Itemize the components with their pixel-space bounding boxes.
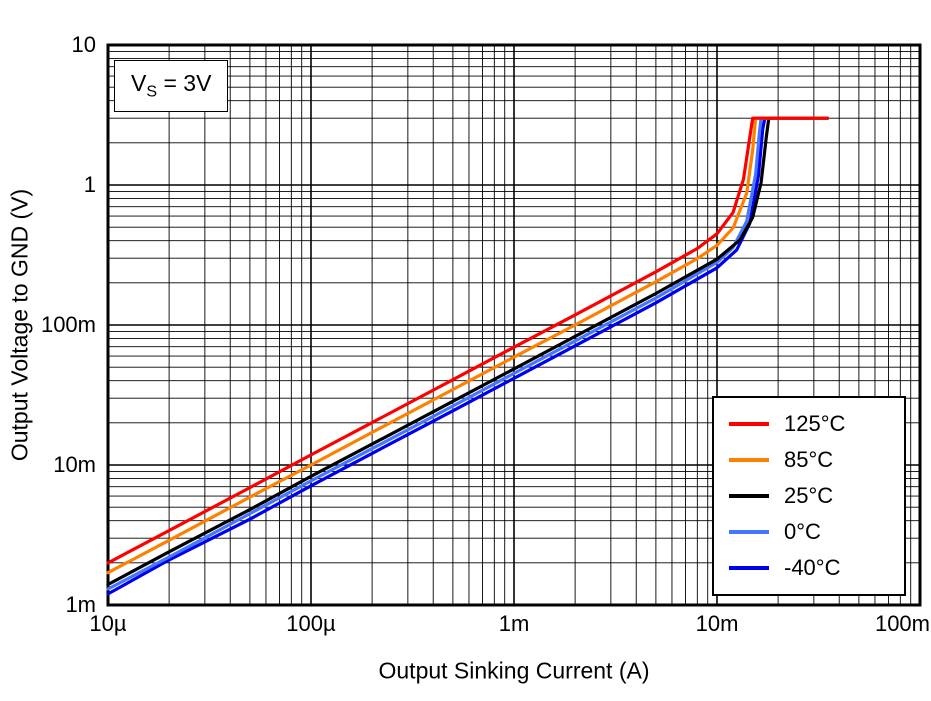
y-tick-label: 1m: [65, 592, 96, 617]
legend-swatch: [729, 458, 769, 462]
plot-border: [106, 43, 922, 607]
y-tick-label: 10m: [53, 452, 96, 477]
legend-label: 125°C: [784, 411, 846, 436]
legend-item: 0°C: [714, 514, 904, 550]
grid-major-lines: [108, 45, 920, 605]
y-tick-label: 10: [71, 32, 96, 57]
series-line-25°C: [106, 116, 829, 587]
x-tick-label: 100m: [874, 611, 930, 636]
y-tick-label: 1: [83, 172, 96, 197]
legend-label: 85°C: [784, 447, 834, 472]
legend-label: 25°C: [784, 483, 834, 508]
x-tick-label: 1m: [498, 611, 530, 636]
x-tick-label: 10m: [695, 611, 739, 636]
series-line-125°C: [106, 116, 829, 565]
legend-label: -40°C: [784, 555, 841, 580]
legend-swatch: [729, 530, 769, 534]
series-lines: [106, 116, 829, 596]
x-axis-title: Output Sinking Current (A): [378, 657, 650, 684]
series-line-0°C: [106, 116, 829, 591]
legend: 125°C 85°C 25°C 0°C -40°C: [712, 396, 906, 596]
legend-swatch: [729, 422, 769, 426]
annotation-symbol: V: [131, 70, 147, 96]
legend-item: -40°C: [714, 550, 904, 586]
legend-swatch: [729, 566, 769, 570]
legend-item: 25°C: [714, 478, 904, 514]
legend-item: 125°C: [714, 406, 904, 442]
x-tick-label: 100µ: [286, 611, 336, 636]
legend-label: 0°C: [784, 519, 821, 544]
series-line--40°C: [106, 116, 829, 596]
y-tick-label: 100m: [40, 312, 96, 337]
supply-voltage-annotation: VS = 3V: [114, 60, 229, 112]
annotation-value: = 3V: [157, 70, 212, 96]
legend-item: 85°C: [714, 442, 904, 478]
x-tick-label: 10µ: [89, 611, 127, 636]
annotation-subscript: S: [146, 82, 158, 101]
series-line-85°C: [106, 116, 829, 575]
legend-swatch: [729, 494, 769, 498]
